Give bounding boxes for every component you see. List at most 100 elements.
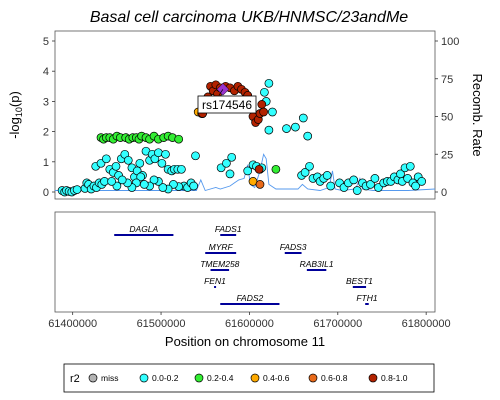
legend-key (88, 373, 98, 383)
gene-label: FADS2 (236, 293, 263, 303)
snp-point (370, 174, 380, 183)
legend-label: 0.6-0.8 (321, 373, 348, 383)
snp-point (282, 124, 291, 133)
snp-point (305, 161, 314, 171)
snp-point (191, 151, 200, 161)
snp-point (349, 175, 359, 185)
snp-point (225, 169, 235, 179)
left-tick-label: 0 (43, 187, 49, 199)
gene-label: FEN1 (204, 276, 226, 286)
gene-label: BEST1 (346, 276, 373, 286)
snp-point (111, 161, 121, 171)
gene-panel (54, 211, 436, 313)
lead-snp-label: rs174546 (202, 98, 252, 112)
legend: r2 miss 0.0-0.2 0.2-0.4 0.4-0.6 0.6-0.8 0.8-1.… (70, 373, 408, 385)
ylabel-tail: (p) (7, 91, 22, 107)
x-tick-label: 61500000 (137, 318, 186, 330)
x-tick-label: 61600000 (225, 318, 274, 330)
snp-point (411, 181, 420, 191)
snp-point (154, 148, 163, 158)
lead-snp-point (216, 82, 230, 96)
lead-snp-label-box (197, 95, 257, 114)
snp-point (255, 180, 265, 189)
left-tick-label: 2 (43, 127, 49, 139)
snp-point (174, 134, 184, 144)
snp-point (264, 125, 274, 135)
snp-point (326, 181, 336, 191)
left-tick-label: 4 (43, 66, 49, 78)
x-tick-label: 61700000 (313, 318, 362, 330)
snp-point (259, 107, 268, 117)
snp-point (417, 177, 427, 186)
snp-point (139, 180, 149, 189)
snp-point (72, 185, 82, 194)
legend-label: 0.2-0.4 (207, 373, 234, 383)
snp-point (257, 100, 267, 109)
right-y-axis: 0 25 50 75 100 (435, 36, 459, 199)
snp-point (227, 152, 237, 162)
ylabel-main: -log (7, 117, 22, 139)
snp-point (157, 158, 167, 168)
snp-point (268, 107, 277, 117)
snp-point (149, 175, 159, 185)
legend-key (368, 373, 378, 383)
snp-point (254, 164, 264, 174)
right-tick-label: 75 (441, 74, 453, 86)
legend-label: 0.0-0.2 (152, 373, 179, 383)
right-tick-label: 100 (441, 36, 459, 48)
snp-point (136, 172, 146, 182)
gene-label: DAGLA (129, 224, 158, 234)
left-y-axis: 0 1 2 3 4 5 (43, 36, 55, 199)
lead-snp-connector (218, 89, 224, 96)
legend-key (139, 373, 149, 383)
snp-point (291, 122, 300, 132)
right-tick-label: 25 (441, 149, 453, 161)
gene-label: TMEM258 (200, 259, 239, 269)
left-tick-label: 5 (43, 36, 49, 48)
x-tick-label: 61400000 (48, 318, 97, 330)
legend-label: 0.8-1.0 (381, 373, 408, 383)
snp-point (177, 164, 186, 174)
right-tick-label: 0 (441, 187, 447, 199)
ylabel-sub: 10 (14, 107, 24, 117)
x-tick-label: 61800000 (402, 318, 451, 330)
snp-point (322, 171, 332, 180)
snp-point (260, 87, 269, 97)
legend-label: 0.4-0.6 (263, 373, 290, 383)
gene-label: FADS1 (215, 224, 242, 234)
legend-title: r2 (70, 373, 80, 385)
chart-title: Basal cell carcinoma UKB/HNMSC/23andMe (90, 9, 408, 26)
left-y-axis-label: -log10(p) (7, 91, 24, 139)
snp-point (123, 155, 133, 165)
gene-label: FADS3 (280, 242, 307, 252)
snp-point (189, 181, 199, 191)
gene-label: FTH1 (356, 293, 378, 303)
right-y-axis-label: Recomb. Rate (470, 73, 485, 156)
legend-key (250, 373, 260, 383)
snp-point (135, 158, 145, 168)
snp-point (271, 164, 281, 174)
gene-label: RAB3IL1 (300, 259, 334, 269)
snp-point (405, 161, 415, 171)
snp-point (298, 113, 308, 123)
points-layer: rs174546 (57, 78, 427, 197)
snp-point (101, 154, 111, 164)
gene-label: MYRF (209, 242, 234, 252)
snp-point (300, 168, 310, 177)
left-tick-label: 3 (43, 96, 49, 108)
legend-key (194, 373, 204, 383)
snp-point (303, 131, 313, 141)
snp-point (222, 158, 231, 168)
snp-point (243, 166, 253, 176)
legend-box (63, 363, 435, 393)
x-axis: 61400000 61500000 61600000 61700000 61800000 (48, 312, 451, 330)
snp-point (352, 186, 362, 195)
association-panel (54, 30, 436, 200)
snp-point (158, 183, 168, 192)
snp-point (161, 149, 170, 159)
snp-point (117, 175, 127, 185)
x-axis-label: Position on chromosome 11 (165, 334, 325, 349)
snp-point (366, 180, 375, 189)
left-tick-label: 1 (43, 157, 49, 169)
